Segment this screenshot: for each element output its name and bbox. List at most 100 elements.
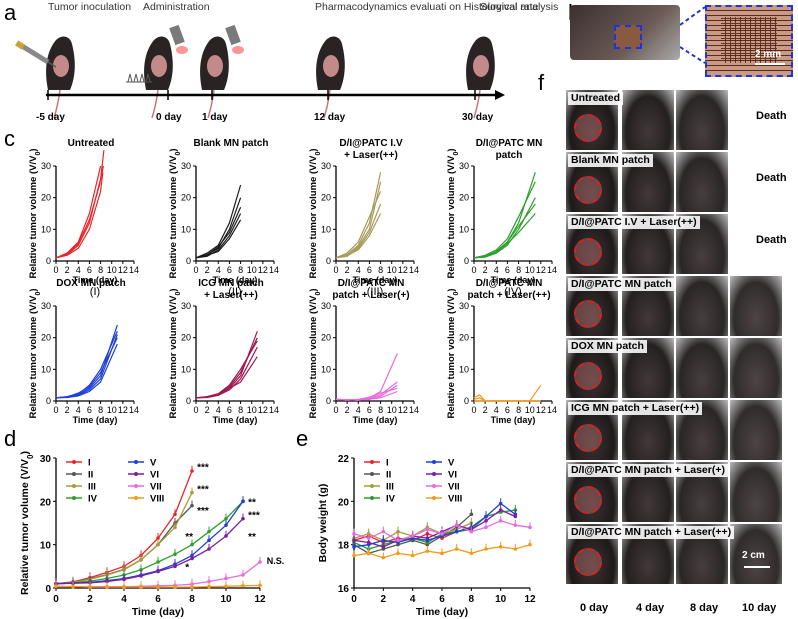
x-tick-label: 10 [495, 594, 507, 605]
y-tick-label: 30 [181, 301, 191, 311]
tumor-outline [574, 176, 602, 204]
tumor-outline [574, 362, 602, 390]
y-tick-label: 30 [41, 301, 51, 311]
y-tick-label: 20 [181, 333, 191, 343]
x-tick-label: 8 [378, 405, 383, 415]
legend-marker [134, 484, 138, 488]
legend-marker [432, 484, 436, 488]
data-point [440, 551, 444, 556]
event-label: Tumor inoculation [48, 1, 131, 13]
data-point [366, 551, 371, 556]
x-tick-label: 14 [129, 265, 139, 275]
photo-row-label: Untreated [568, 92, 624, 105]
legend-marker [370, 460, 374, 464]
data-point [173, 552, 177, 556]
x-tick-label: 6 [505, 265, 510, 275]
legend-marker [370, 484, 374, 488]
data-point [352, 532, 356, 536]
mini-plot-title: DOX MN patch [56, 278, 125, 289]
data-point [513, 523, 518, 527]
legend-label: II [386, 470, 391, 481]
x-tick-label: 10 [220, 594, 232, 605]
tumor-outline [574, 486, 602, 514]
y-tick-label: 10 [321, 224, 331, 234]
x-tick-label: 12 [398, 265, 408, 275]
data-point [258, 583, 262, 588]
x-tick-label: 2 [345, 265, 350, 275]
tumor-photo [730, 276, 782, 336]
mouse-photo [570, 5, 680, 60]
data-point [381, 545, 386, 549]
x-tick-label: 14 [129, 405, 139, 415]
scalebar-label: 2 mm [755, 49, 782, 60]
tumor-photo [566, 276, 618, 336]
legend-label: I [386, 458, 389, 469]
x-tick-label: 0 [53, 265, 58, 275]
data-point [396, 529, 400, 534]
x-tick-label: 8 [189, 594, 195, 605]
data-point [207, 529, 211, 534]
y-axis-label: Body weight (g) [317, 484, 329, 563]
y-tick-label: 0 [186, 256, 191, 266]
y-tick-label: 30 [41, 161, 51, 171]
legend-marker [432, 460, 436, 464]
tumor-outline [574, 424, 602, 452]
y-tick-label: 0 [46, 396, 51, 406]
data-point [156, 585, 160, 589]
significance-label: ** [185, 532, 193, 543]
y-tick-label: 20 [459, 193, 469, 203]
y-tick-label: 10 [459, 364, 469, 374]
data-point [139, 585, 143, 589]
x-tick-label: 14 [269, 405, 279, 415]
data-point [241, 499, 245, 504]
x-tick-label: 2 [205, 265, 210, 275]
data-point [54, 584, 58, 589]
tumor-outline [574, 300, 602, 328]
series-line [473, 213, 536, 259]
photo-row-label: D/I@PATC MN patch [568, 278, 675, 291]
data-point [352, 553, 356, 558]
scalebar-label: 2 cm [742, 550, 765, 561]
data-point [190, 469, 194, 473]
photo-row-label: DOX MN patch [568, 340, 647, 353]
y-tick-label: 0 [326, 256, 331, 266]
data-point [88, 585, 92, 589]
tumor-photo [730, 400, 782, 460]
data-point [207, 584, 211, 589]
legend-label: VI [448, 470, 457, 481]
tumor-photo [676, 276, 728, 336]
x-tick-label: 8 [238, 265, 243, 275]
syringe-icon [15, 40, 57, 68]
panel-label-d: d [4, 426, 17, 451]
death-label: Death [756, 110, 787, 122]
data-point [484, 519, 488, 523]
y-tick-label: 0 [326, 396, 331, 406]
series-line [195, 184, 242, 259]
data-point [258, 560, 262, 564]
data-point [425, 536, 430, 540]
x-tick-label: 6 [87, 265, 92, 275]
legend-label: VIII [448, 494, 462, 505]
x-tick-label: 10 [247, 265, 257, 275]
series-line [55, 518, 244, 585]
photo-row-label: Blank MN patch [568, 154, 653, 167]
mini-plot-subtitle: + Laser(++) [344, 150, 398, 161]
x-tick-label: 4 [356, 265, 361, 275]
timeline-arrow-icon [495, 90, 505, 100]
x-tick-label: 12 [258, 405, 268, 415]
data-point [498, 501, 503, 506]
data-point [173, 525, 177, 530]
x-axis-label: Time (day) [491, 415, 536, 425]
legend-marker [72, 496, 76, 500]
y-tick-label: 10 [181, 224, 191, 234]
x-tick-label: 6 [227, 405, 232, 415]
laser-icon [225, 24, 244, 54]
data-point [105, 585, 109, 589]
x-tick-label: 0 [193, 405, 198, 415]
series-line [335, 191, 382, 259]
photo-row-label: D/I@PATC MN patch + Laser(++) [568, 526, 735, 539]
tumor-photo [676, 338, 728, 398]
panel-label-c: c [4, 126, 15, 151]
x-tick-label: 0 [351, 594, 357, 605]
data-point [366, 536, 371, 540]
